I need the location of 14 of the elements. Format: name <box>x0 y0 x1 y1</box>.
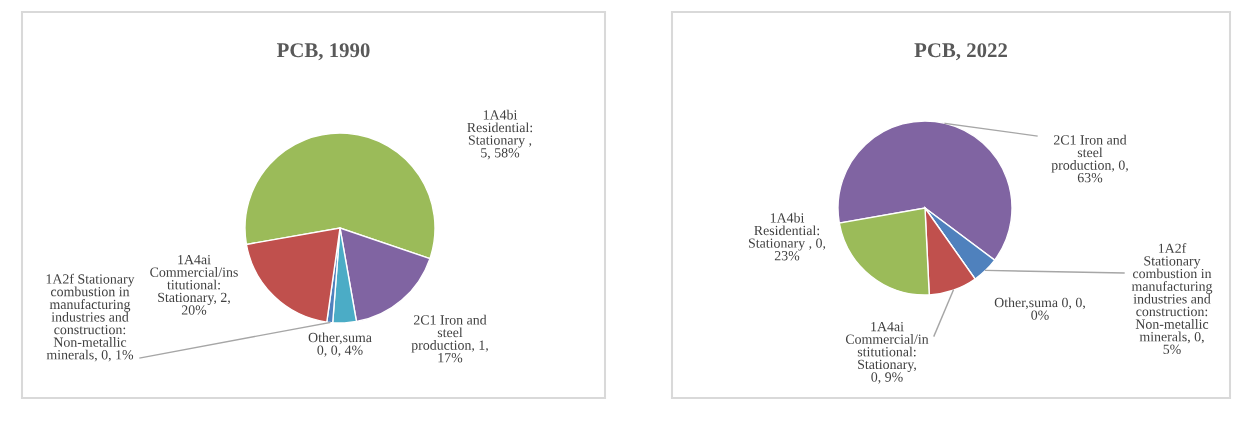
text: 0% <box>1031 310 1049 320</box>
slice-label: 2C1 Iron and steel production, 0, 63% <box>1051 134 1128 183</box>
slice-label: 1A4ai Commercial/institutional: Stationary, 0, 9% <box>845 321 929 384</box>
slice-label: 1A2f Stationary combustion in manufacturing industries and construction: Non-metallic minerals, 0, 1% <box>46 273 135 362</box>
text: 5% <box>1163 344 1181 355</box>
slice-label: 1A4ai Commercial/institutional: Stationary, 2, 20% <box>150 254 238 315</box>
chart-title: PCB, 1990 <box>276 43 370 61</box>
slice-label: 1A4bi Residential: Stationary , 0, 23% <box>748 212 826 261</box>
slice-label: Other,suma 0, 0, 4% <box>308 332 372 357</box>
category-label: 1A2f Stationary combustion in manufacturing industries and construction: Non-metallic minerals, 0, <box>1131 243 1213 344</box>
chart-title: PCB, 2022 <box>914 43 1007 61</box>
slice-label: 2C1 Iron and steel production, 1, 17% <box>411 314 488 363</box>
category-label: Other,suma 0, 0, <box>994 297 1085 310</box>
slice-label: 1A4bi Residential: Stationary , 5, 58% <box>467 109 533 160</box>
